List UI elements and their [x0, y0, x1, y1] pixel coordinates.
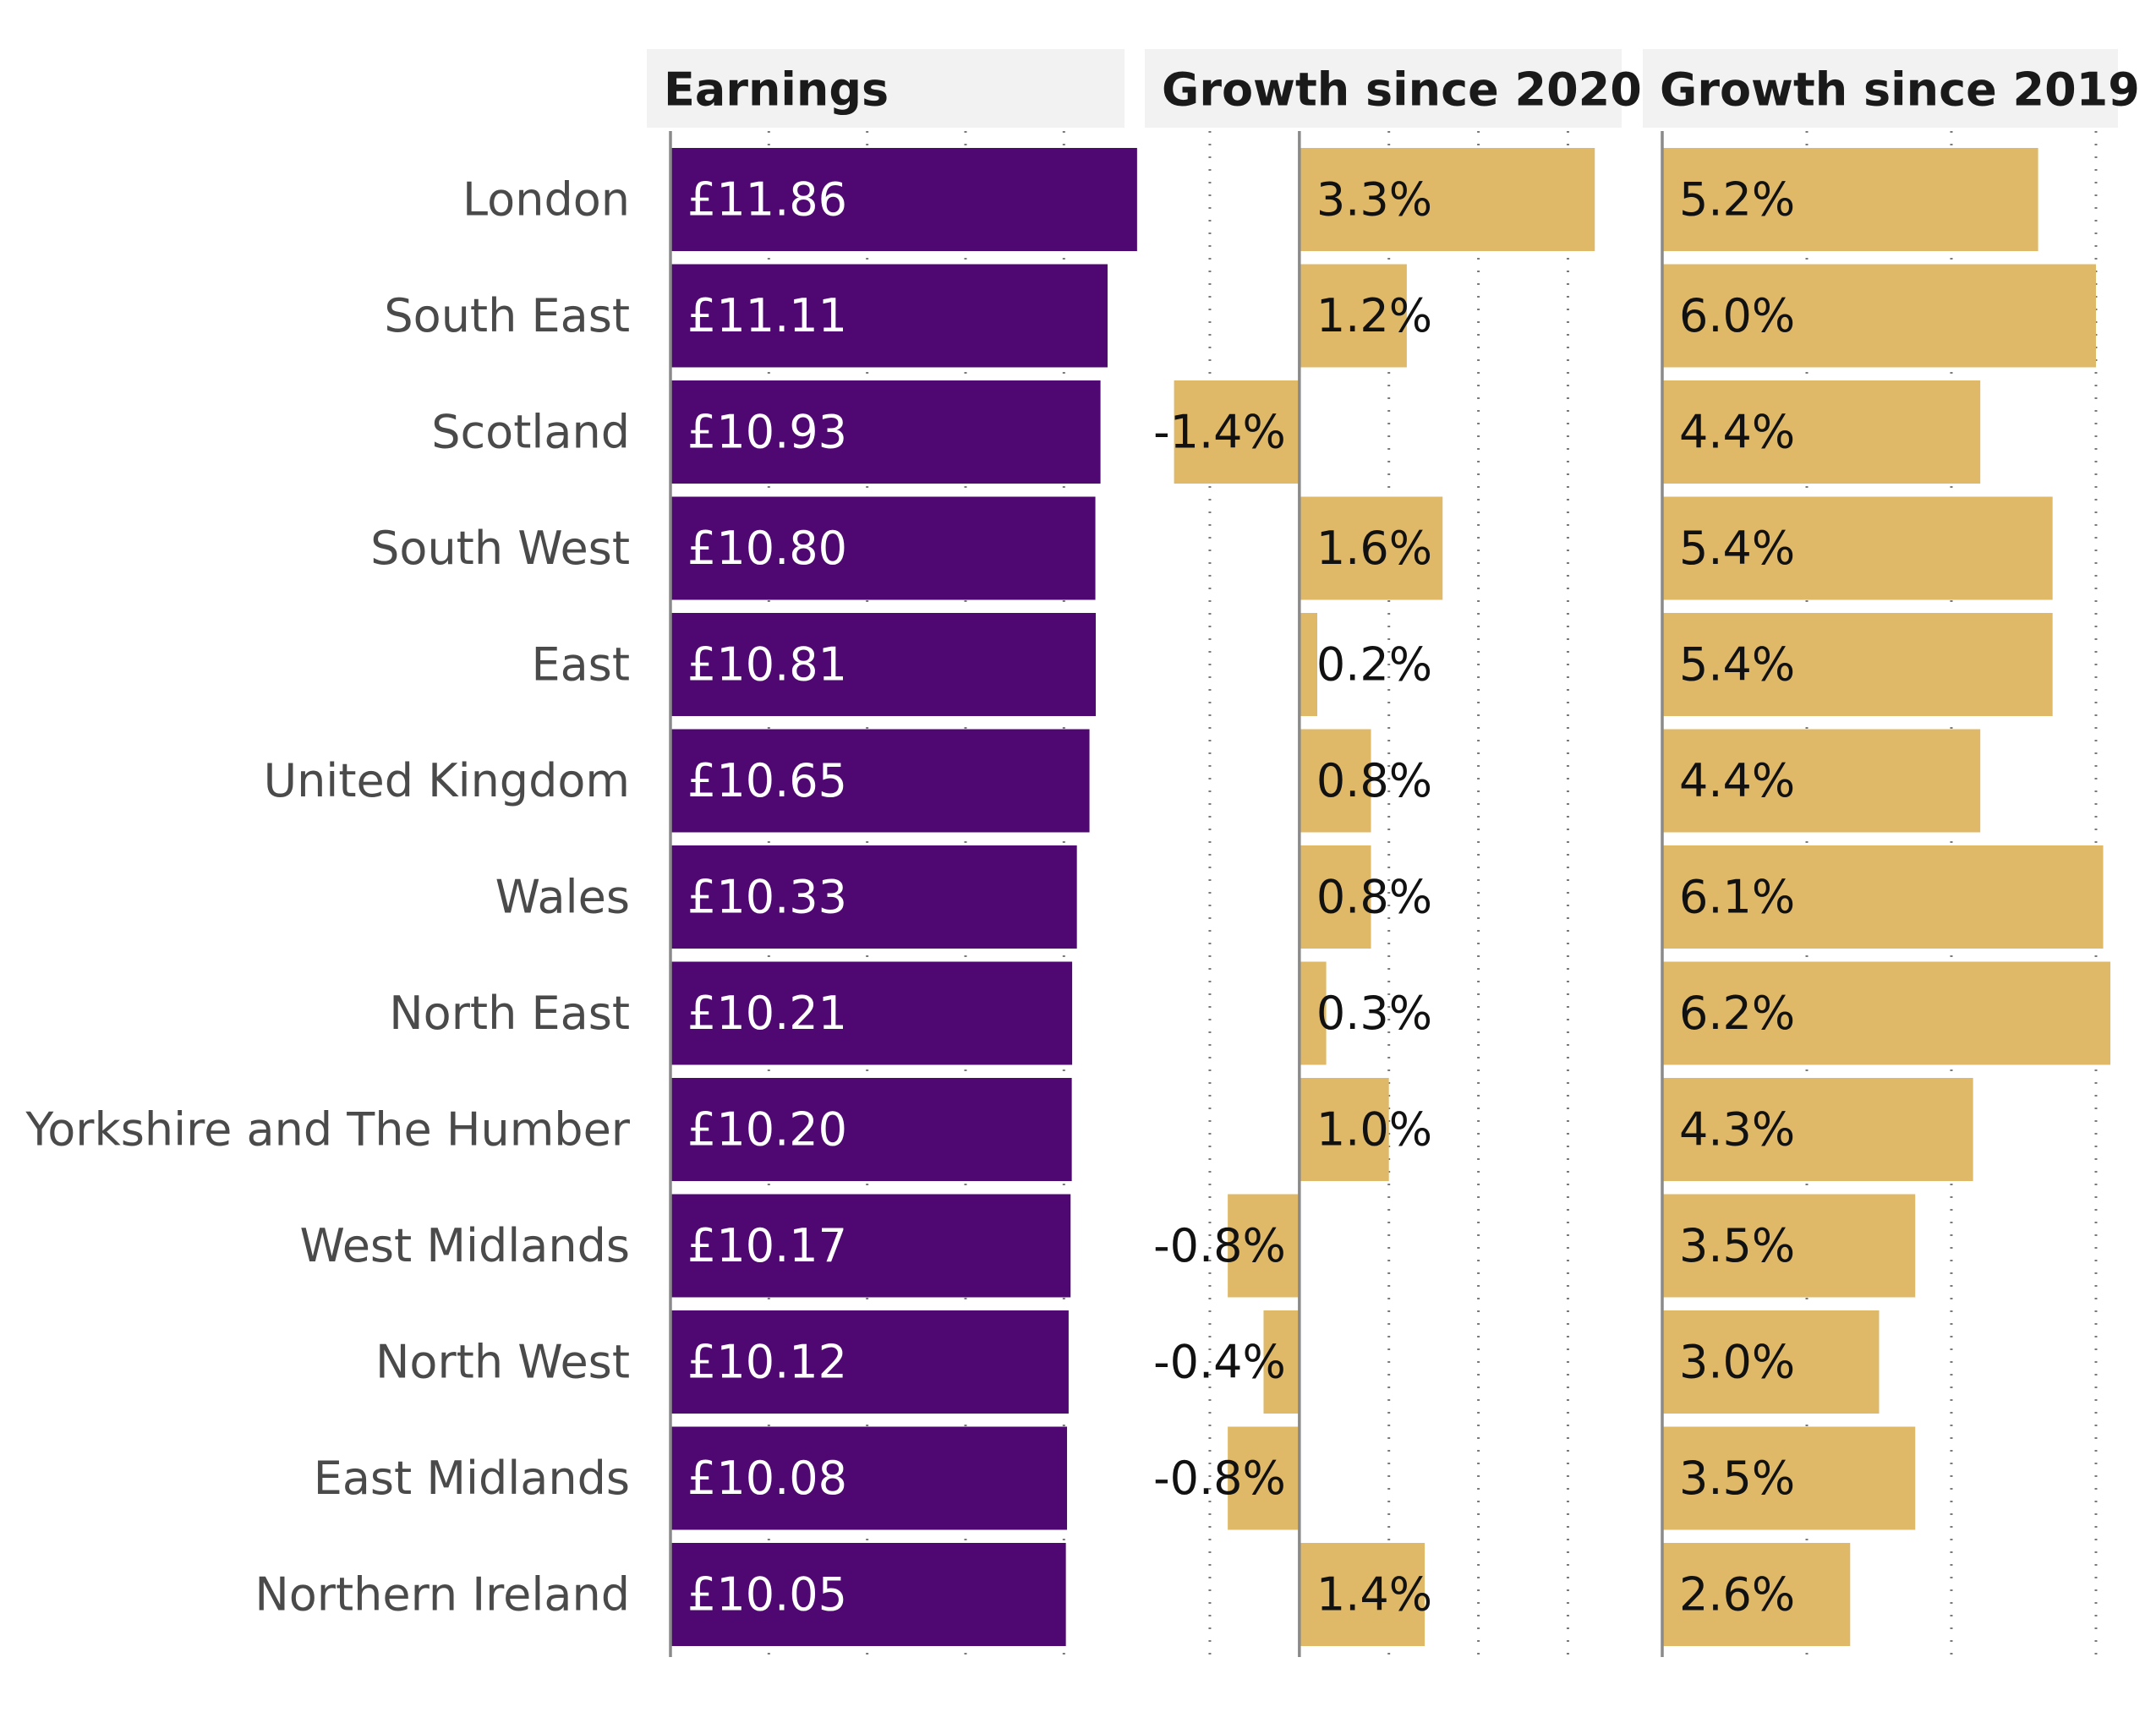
- data-label: £10.33: [687, 871, 847, 924]
- data-label: £11.11: [687, 289, 847, 342]
- data-label: -1.4%: [1153, 406, 1286, 459]
- data-label: 1.4%: [1316, 1568, 1432, 1622]
- growth-2019-title: Growth since 2019: [1660, 63, 2140, 117]
- bar: [1662, 961, 2111, 1065]
- bar: [670, 264, 1108, 368]
- bar: [1662, 845, 2104, 949]
- bar: [670, 729, 1090, 833]
- region-label: North West: [375, 1336, 630, 1389]
- data-label: 3.0%: [1679, 1336, 1795, 1389]
- bar: [1662, 1426, 1916, 1530]
- bar: [1263, 1310, 1300, 1414]
- data-label: 5.4%: [1679, 522, 1795, 575]
- bar: [670, 1194, 1071, 1298]
- data-label: 0.3%: [1316, 987, 1432, 1040]
- bar: [670, 1543, 1066, 1646]
- bar: [1662, 380, 1981, 484]
- data-label: 5.4%: [1679, 638, 1795, 692]
- region-label: East: [531, 638, 630, 692]
- data-label: 3.5%: [1679, 1219, 1795, 1272]
- bar: [1299, 961, 1327, 1065]
- bar: [670, 496, 1096, 600]
- bar: [1228, 1426, 1300, 1530]
- bar: [1299, 148, 1595, 251]
- data-label: 1.6%: [1316, 522, 1432, 575]
- data-label: £10.20: [687, 1103, 847, 1157]
- data-label: £11.86: [687, 173, 847, 227]
- region-label: Yorkshire and The Humber: [25, 1103, 630, 1157]
- bar: [670, 1078, 1072, 1181]
- region-label: North East: [389, 987, 630, 1040]
- data-label: 1.0%: [1316, 1103, 1432, 1157]
- bar: [1299, 496, 1443, 600]
- data-label: 0.8%: [1316, 871, 1432, 924]
- bar: [1662, 1078, 1973, 1181]
- bar: [670, 1310, 1069, 1414]
- earnings-header: [647, 49, 1125, 128]
- bar: [1299, 845, 1371, 949]
- bar: [670, 845, 1077, 949]
- data-label: -0.8%: [1153, 1219, 1286, 1272]
- bar: [1662, 613, 2053, 716]
- bar: [670, 380, 1101, 484]
- bar: [1228, 1194, 1300, 1298]
- data-label: 6.2%: [1679, 987, 1795, 1040]
- bar: [1299, 1078, 1389, 1181]
- region-label: Northern Ireland: [254, 1568, 630, 1622]
- data-label: 1.2%: [1316, 289, 1432, 342]
- data-label: 4.4%: [1679, 406, 1795, 459]
- region-label: United Kingdom: [264, 754, 630, 807]
- data-label: £10.93: [687, 406, 847, 459]
- data-label: -0.4%: [1153, 1336, 1286, 1389]
- region-label: London: [462, 173, 630, 227]
- data-label: 2.6%: [1679, 1568, 1795, 1622]
- bar: [1662, 496, 2053, 600]
- data-label: £10.17: [687, 1219, 847, 1272]
- growth-2020-title: Growth since 2020: [1162, 63, 1642, 117]
- bar: [1299, 264, 1407, 368]
- bar: [1299, 1543, 1425, 1646]
- bar: [1662, 1543, 1851, 1646]
- data-label: £10.08: [687, 1452, 847, 1505]
- bar: [670, 1426, 1068, 1530]
- bar: [1662, 148, 2038, 251]
- region-label: Scotland: [431, 406, 630, 459]
- growth-2019-header: [1643, 49, 2118, 128]
- data-label: 3.5%: [1679, 1452, 1795, 1505]
- growth-2020-header: [1145, 49, 1622, 128]
- bar: [670, 613, 1097, 716]
- data-label: 4.4%: [1679, 754, 1795, 807]
- data-label: £10.80: [687, 522, 847, 575]
- data-label: 0.2%: [1316, 638, 1432, 692]
- bar: [670, 148, 1137, 251]
- bar: [1174, 380, 1300, 484]
- bar: [1299, 729, 1371, 833]
- bar: [1662, 1194, 1916, 1298]
- data-label: 6.0%: [1679, 289, 1795, 342]
- data-label: £10.12: [687, 1336, 847, 1389]
- data-label: 3.3%: [1316, 173, 1432, 227]
- bar: [1662, 264, 2096, 368]
- bar: [1299, 613, 1317, 716]
- data-label: £10.21: [687, 987, 847, 1040]
- region-label: South East: [384, 289, 630, 342]
- data-label: £10.65: [687, 754, 847, 807]
- data-label: -0.8%: [1153, 1452, 1286, 1505]
- data-label: £10.05: [687, 1568, 847, 1622]
- region-label: South West: [370, 522, 630, 575]
- region-label: West Midlands: [299, 1219, 630, 1272]
- earnings-title: Earnings: [664, 63, 889, 117]
- data-label: 0.8%: [1316, 754, 1432, 807]
- region-label: East Midlands: [314, 1452, 630, 1505]
- data-label: 6.1%: [1679, 871, 1795, 924]
- bar: [670, 961, 1073, 1065]
- bar: [1662, 1310, 1880, 1414]
- data-label: 4.3%: [1679, 1103, 1795, 1157]
- data-label: 5.2%: [1679, 173, 1795, 227]
- bar: [1662, 729, 1981, 833]
- region-label: Wales: [495, 871, 630, 924]
- data-label: £10.81: [687, 638, 847, 692]
